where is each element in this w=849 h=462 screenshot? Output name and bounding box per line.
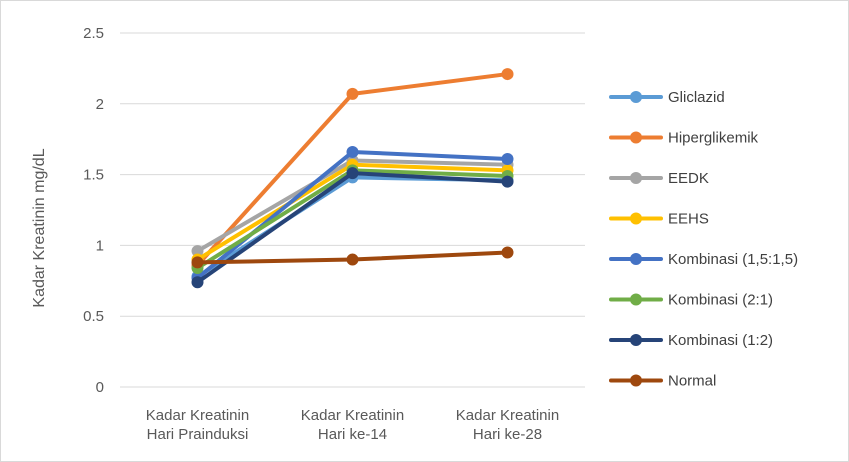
- x-category-label: Hari ke-14: [318, 426, 387, 443]
- legend-item: Kombinasi (1:2): [609, 332, 773, 349]
- x-category-label: Kadar Kreatinin: [146, 407, 249, 424]
- legend-item: Gliclazid: [609, 89, 725, 106]
- data-point: [346, 253, 359, 266]
- series-6: [191, 167, 514, 289]
- legend-marker: [630, 131, 642, 144]
- data-point: [501, 153, 514, 166]
- y-tick-label: 2: [96, 96, 104, 113]
- legend-label: Kombinasi (1,5:1,5): [668, 251, 798, 268]
- y-tick-label: 0.5: [83, 308, 104, 325]
- y-tick-label: 0: [96, 379, 104, 396]
- x-category-label: Hari Prainduksi: [147, 426, 249, 443]
- data-point: [501, 175, 514, 188]
- data-point: [346, 87, 359, 100]
- legend-item: EEHS: [609, 211, 709, 228]
- x-axis-categories: Kadar Kreatinin Hari Prainduksi Kadar Krea…: [146, 407, 559, 443]
- legend-label: Hiperglikemik: [668, 130, 759, 147]
- legend-marker: [630, 172, 642, 184]
- legend-marker: [630, 91, 642, 103]
- legend-label: Kombinasi (2:1): [668, 292, 773, 309]
- legend-item: Hiperglikemik: [609, 130, 759, 147]
- y-axis-label: Kadar Kreatinin mg/dL: [31, 148, 48, 307]
- legend-marker: [630, 374, 642, 387]
- series-lines: [191, 68, 514, 289]
- legend-item: EEDK: [609, 170, 709, 187]
- legend-item: Kombinasi (1,5:1,5): [609, 251, 798, 268]
- legend-marker: [630, 212, 642, 225]
- data-point: [191, 276, 204, 289]
- data-point: [346, 145, 359, 158]
- data-point: [501, 68, 514, 81]
- data-point: [346, 167, 359, 180]
- legend-label: Gliclazid: [668, 89, 725, 106]
- data-point: [191, 256, 204, 269]
- legend-marker: [630, 293, 642, 306]
- data-point: [191, 245, 204, 258]
- legend-label: EEDK: [668, 170, 709, 187]
- y-tick-label: 1: [96, 237, 104, 254]
- y-tick-label: 1.5: [83, 167, 104, 184]
- legend-label: Normal: [668, 373, 716, 390]
- y-axis-ticks: 0 0.5 1 1.5 2 2.5: [83, 25, 104, 396]
- legend-marker: [630, 334, 642, 346]
- legend-item: Normal: [609, 373, 716, 390]
- data-point: [501, 246, 514, 259]
- legend-label: Kombinasi (1:2): [668, 332, 773, 349]
- x-category-label: Kadar Kreatinin: [456, 407, 559, 424]
- y-tick-label: 2.5: [83, 25, 104, 42]
- legend-item: Kombinasi (2:1): [609, 292, 773, 309]
- legend-marker: [630, 253, 642, 265]
- legend: Gliclazid Hiperglikemik EEDK EEHS Kombinasi …: [609, 89, 798, 390]
- series-7: [191, 246, 514, 269]
- legend-label: EEHS: [668, 211, 709, 228]
- x-category-label: Hari ke-28: [473, 426, 542, 443]
- x-category-label: Kadar Kreatinin: [301, 407, 404, 424]
